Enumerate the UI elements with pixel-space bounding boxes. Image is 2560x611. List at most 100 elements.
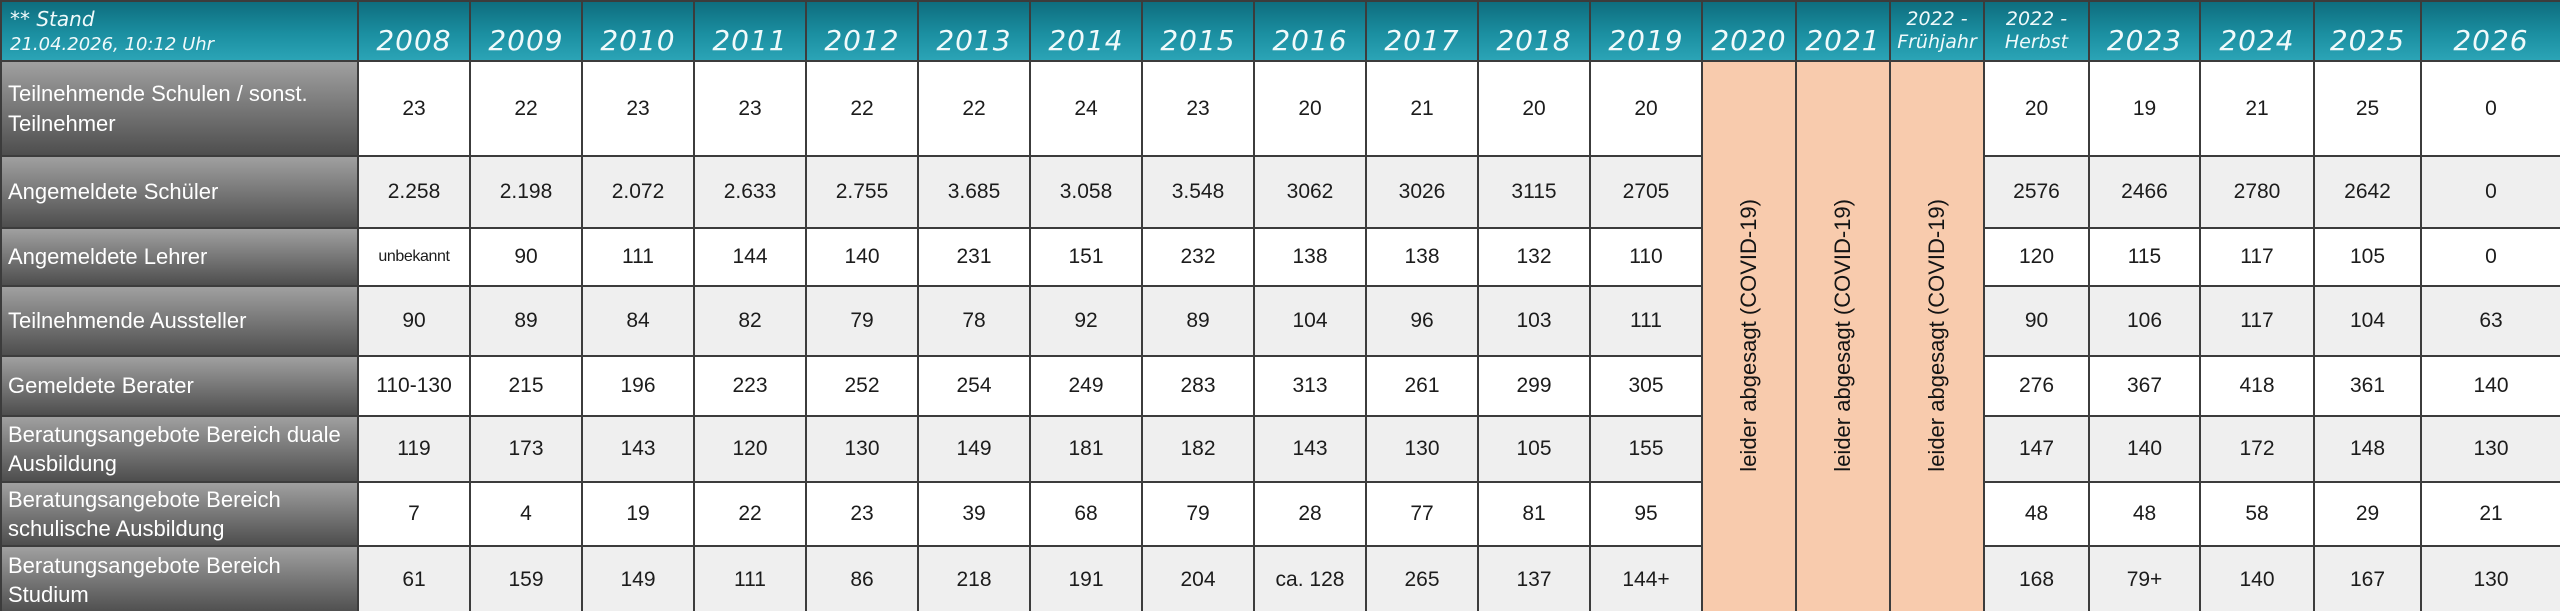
data-cell: 22 bbox=[469, 60, 583, 157]
data-cell: 3026 bbox=[1365, 155, 1479, 229]
data-cell: 20 bbox=[1983, 60, 2090, 157]
data-cell: 0 bbox=[2420, 155, 2560, 229]
data-cell: 130 bbox=[2420, 415, 2560, 483]
data-cell: 367 bbox=[2088, 355, 2201, 417]
data-cell: 82 bbox=[693, 285, 807, 357]
table-row: Angemeldete Schüler 2.258 2.198 2.072 2.633 2… bbox=[0, 155, 2560, 229]
column-header: 2020 bbox=[1701, 0, 1797, 62]
table-row: Beratungsangebote Bereich Studium 61 159 14… bbox=[0, 545, 2560, 611]
data-cell: 22 bbox=[693, 480, 807, 548]
data-cell: 39 bbox=[917, 480, 1031, 548]
table-row: Teilnehmende Schulen / sonst. Teilnehmer… bbox=[0, 59, 2560, 611]
column-header: 2022 - Herbst bbox=[1983, 0, 2090, 62]
data-cell: 90 bbox=[469, 227, 583, 287]
data-cell: unbekannt bbox=[357, 227, 471, 287]
data-cell: 2.198 bbox=[469, 155, 583, 229]
data-cell: 92 bbox=[1029, 285, 1143, 357]
data-cell: 21 bbox=[2199, 60, 2315, 157]
covid-note: leider abgesagt (COVID-19) bbox=[1924, 198, 1949, 472]
data-cell: 191 bbox=[1029, 545, 1143, 611]
data-cell: 2.072 bbox=[581, 155, 695, 229]
data-cell: 305 bbox=[1589, 355, 1703, 417]
data-cell: 89 bbox=[469, 285, 583, 357]
data-cell: 361 bbox=[2313, 355, 2422, 417]
data-cell: 96 bbox=[1365, 285, 1479, 357]
data-cell: 23 bbox=[581, 60, 695, 157]
stand-info-cell: ** Stand 21.04.2026, 10:12 Uhr bbox=[0, 0, 359, 62]
data-cell: 159 bbox=[469, 545, 583, 611]
table-row: Angemeldete Lehrer unbekannt 90 111 144 140 23… bbox=[0, 227, 2560, 287]
data-cell: 147 bbox=[1983, 415, 2090, 483]
data-cell: 22 bbox=[805, 60, 919, 157]
covid-note: leider abgesagt (COVID-19) bbox=[1830, 198, 1855, 472]
data-cell: 120 bbox=[693, 415, 807, 483]
data-cell: 144+ bbox=[1589, 545, 1703, 611]
row-label: Teilnehmende Aussteller bbox=[0, 285, 359, 357]
data-cell: 68 bbox=[1029, 480, 1143, 548]
data-cell: 95 bbox=[1589, 480, 1703, 548]
data-cell: 418 bbox=[2199, 355, 2315, 417]
column-header: 2023 bbox=[2088, 0, 2201, 62]
data-cell: 2.258 bbox=[357, 155, 471, 229]
data-cell: 144 bbox=[693, 227, 807, 287]
column-header: 2014 bbox=[1029, 0, 1143, 62]
data-cell: 84 bbox=[581, 285, 695, 357]
data-cell: 23 bbox=[357, 60, 471, 157]
data-cell: 2.633 bbox=[693, 155, 807, 229]
data-cell: 78 bbox=[917, 285, 1031, 357]
data-cell: 29 bbox=[2313, 480, 2422, 548]
data-cell: 120 bbox=[1983, 227, 2090, 287]
data-cell: 19 bbox=[2088, 60, 2201, 157]
data-cell: 232 bbox=[1141, 227, 1255, 287]
header-row: ** Stand 21.04.2026, 10:12 Uhr 2008 2009 2… bbox=[0, 0, 2560, 62]
table-row: Beratungsangebote Bereich duale Ausbildu… bbox=[0, 415, 2560, 483]
covid-cancelled-cell: leider abgesagt (COVID-19) bbox=[1889, 59, 1985, 611]
data-cell: 0 bbox=[2420, 60, 2560, 157]
data-cell: 130 bbox=[2420, 545, 2560, 611]
data-cell: 2576 bbox=[1983, 155, 2090, 229]
data-cell: 172 bbox=[2199, 415, 2315, 483]
row-label: Gemeldete Berater bbox=[0, 355, 359, 417]
data-cell: 2466 bbox=[2088, 155, 2201, 229]
data-cell: 313 bbox=[1253, 355, 1367, 417]
data-cell: 117 bbox=[2199, 285, 2315, 357]
data-cell: 21 bbox=[1365, 60, 1479, 157]
data-cell: 3.058 bbox=[1029, 155, 1143, 229]
data-cell: 223 bbox=[693, 355, 807, 417]
column-header: 2022 - Frühjahr bbox=[1889, 0, 1985, 62]
data-cell: 252 bbox=[805, 355, 919, 417]
data-cell: 104 bbox=[1253, 285, 1367, 357]
data-cell: 138 bbox=[1365, 227, 1479, 287]
row-label: Angemeldete Lehrer bbox=[0, 227, 359, 287]
data-cell: 148 bbox=[2313, 415, 2422, 483]
covid-note: leider abgesagt (COVID-19) bbox=[1736, 198, 1761, 472]
data-cell: 48 bbox=[1983, 480, 2090, 548]
column-header: 2012 bbox=[805, 0, 919, 62]
data-cell: 106 bbox=[2088, 285, 2201, 357]
data-cell: 23 bbox=[805, 480, 919, 548]
data-cell: 77 bbox=[1365, 480, 1479, 548]
data-cell: 143 bbox=[581, 415, 695, 483]
stand-label: ** Stand bbox=[10, 7, 95, 31]
data-cell: 283 bbox=[1141, 355, 1255, 417]
data-cell: 151 bbox=[1029, 227, 1143, 287]
data-cell: 215 bbox=[469, 355, 583, 417]
row-label: Beratungsangebote Bereich Studium bbox=[0, 545, 359, 611]
data-cell: 90 bbox=[1983, 285, 2090, 357]
data-cell: 143 bbox=[1253, 415, 1367, 483]
data-cell: 105 bbox=[2313, 227, 2422, 287]
data-cell: 182 bbox=[1141, 415, 1255, 483]
data-cell: 20 bbox=[1589, 60, 1703, 157]
data-cell: 167 bbox=[2313, 545, 2422, 611]
data-cell: 20 bbox=[1253, 60, 1367, 157]
column-header: 2016 bbox=[1253, 0, 1367, 62]
table-row: Beratungsangebote Bereich schulische Aus… bbox=[0, 480, 2560, 548]
data-cell: 119 bbox=[357, 415, 471, 483]
column-header: 2009 bbox=[469, 0, 583, 62]
data-cell: 63 bbox=[2420, 285, 2560, 357]
data-cell: 105 bbox=[1477, 415, 1591, 483]
data-cell: 103 bbox=[1477, 285, 1591, 357]
data-cell: 21 bbox=[2420, 480, 2560, 548]
data-cell: 25 bbox=[2313, 60, 2422, 157]
data-cell: 7 bbox=[357, 480, 471, 548]
